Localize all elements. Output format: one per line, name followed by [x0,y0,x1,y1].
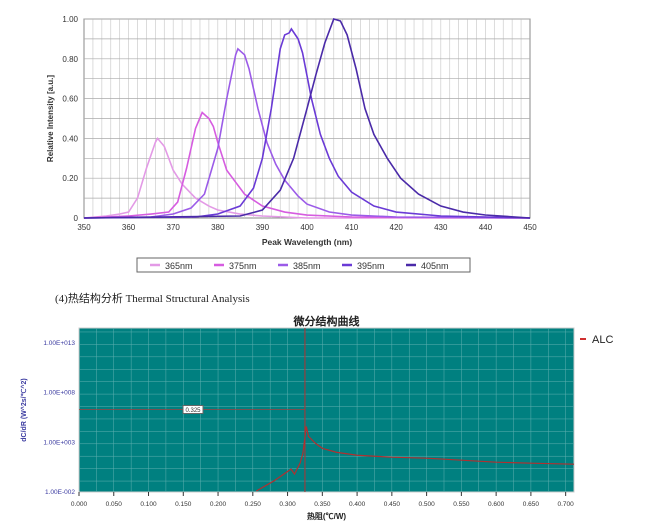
x-axis-label: 热阻(℃/W) [307,511,346,521]
x-tick-label: 0.450 [384,501,401,508]
x-tick-label: 0.700 [558,501,575,508]
series-line-405nm [83,18,531,219]
cursor-label-box [182,405,204,415]
series-line-ALC [255,426,575,492]
legend-label: 405nm [421,261,449,271]
series-line-395nm [83,27,531,219]
x-tick-label: 0.200 [210,501,227,508]
x-tick-label: 0.600 [488,501,505,508]
y-tick-label: 1.00E+003 [43,439,75,446]
legend [136,257,471,273]
series-line-365nm [83,136,530,219]
x-tick-label: 0.050 [106,501,123,508]
x-tick-label: 0.400 [349,501,366,508]
x-tick-label: 400 [300,223,314,232]
series-line-385nm [83,47,531,219]
y-tick-label: 0.80 [62,55,78,64]
legend-label: ALC [592,334,613,346]
x-tick-label: 0.300 [279,501,296,508]
y-axis-label: Relative Intensity [a.u.] [46,75,55,162]
x-tick-label: 380 [211,223,225,232]
x-tick-label: 350 [77,223,91,232]
y-tick-label: 0.20 [62,174,78,183]
x-tick-label: 0.250 [245,501,262,508]
legend-label: 365nm [165,261,193,271]
x-tick-label: 450 [523,223,537,232]
y-tick-label: 1.00E+013 [43,340,75,347]
x-tick-label: 370 [167,223,181,232]
x-tick-label: 0.550 [453,501,470,508]
chart-title: 微分结构曲线 [293,314,360,328]
x-axis-label: Peak Wavelength (nm) [262,237,353,247]
y-tick-label: 0.40 [62,134,78,143]
y-tick-label: 1.00 [62,15,78,24]
x-tick-label: 410 [345,223,359,232]
legend-label: 375nm [229,261,257,271]
x-tick-label: 360 [122,223,136,232]
x-tick-label: 430 [434,223,448,232]
y-axis-label: dC/dR (W^2s/℃^2) [20,378,28,441]
legend-label: 395nm [357,261,385,271]
y-tick-label: 0.60 [62,95,78,104]
series-line-375nm [83,111,531,219]
x-tick-label: 0.500 [418,501,435,508]
x-tick-label: 440 [479,223,493,232]
plot-area [78,327,575,493]
x-tick-label: 0.150 [175,501,192,508]
x-tick-label: 420 [390,223,404,232]
legend-label: 385nm [293,261,321,271]
x-tick-label: 0.350 [314,501,331,508]
section-caption: (4)热结构分析 Thermal Structural Analysis [55,293,250,305]
y-tick-label: 1.00E+008 [43,390,75,397]
x-tick-label: 0.650 [523,501,540,508]
y-tick-label: 1.00E-002 [45,489,75,496]
cursor-label: 0.325 [185,408,201,414]
y-tick-label: 0 [74,214,79,223]
x-tick-label: 390 [256,223,270,232]
x-tick-label: 0.000 [71,501,88,508]
x-tick-label: 0.100 [140,501,157,508]
